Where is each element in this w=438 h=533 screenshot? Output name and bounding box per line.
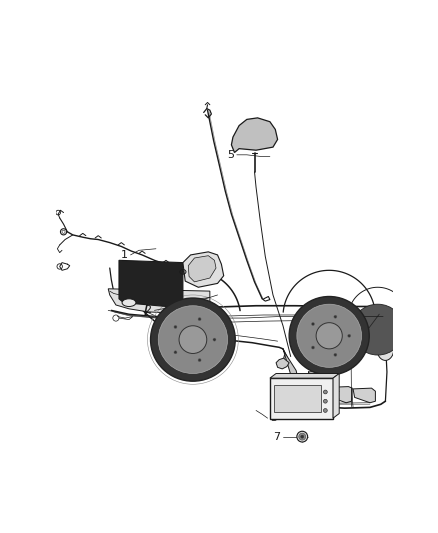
Ellipse shape: [122, 299, 136, 306]
Circle shape: [174, 326, 177, 328]
Text: 5: 5: [227, 150, 234, 160]
Circle shape: [334, 315, 337, 318]
Ellipse shape: [377, 337, 394, 360]
Circle shape: [323, 399, 327, 403]
Polygon shape: [188, 256, 216, 282]
Ellipse shape: [352, 304, 404, 355]
Circle shape: [213, 338, 216, 341]
Circle shape: [179, 326, 207, 353]
Text: 4: 4: [327, 410, 334, 420]
Ellipse shape: [297, 304, 361, 367]
Ellipse shape: [289, 296, 369, 375]
Circle shape: [311, 346, 314, 349]
Circle shape: [174, 351, 177, 354]
Polygon shape: [108, 289, 210, 313]
Circle shape: [301, 435, 304, 438]
Polygon shape: [353, 388, 375, 403]
Circle shape: [297, 431, 307, 442]
Circle shape: [306, 400, 314, 408]
Text: 7: 7: [273, 432, 280, 442]
Circle shape: [311, 322, 314, 326]
FancyBboxPatch shape: [274, 385, 321, 413]
Polygon shape: [299, 384, 327, 403]
Polygon shape: [333, 374, 339, 418]
Ellipse shape: [158, 306, 228, 374]
Polygon shape: [183, 252, 224, 287]
Text: 3: 3: [271, 413, 278, 423]
Text: 1: 1: [120, 250, 127, 260]
Ellipse shape: [184, 301, 197, 308]
Circle shape: [316, 322, 342, 349]
Polygon shape: [283, 349, 302, 403]
Circle shape: [299, 433, 306, 440]
Circle shape: [198, 359, 201, 362]
Polygon shape: [328, 386, 352, 403]
Circle shape: [334, 353, 337, 357]
Polygon shape: [231, 118, 278, 152]
Ellipse shape: [151, 298, 235, 381]
Text: 2: 2: [144, 305, 151, 316]
Circle shape: [323, 408, 327, 413]
FancyBboxPatch shape: [269, 378, 333, 418]
Circle shape: [198, 318, 201, 321]
Polygon shape: [119, 260, 183, 308]
Polygon shape: [276, 358, 289, 369]
Polygon shape: [270, 374, 339, 378]
Circle shape: [323, 390, 327, 394]
Circle shape: [348, 334, 351, 337]
